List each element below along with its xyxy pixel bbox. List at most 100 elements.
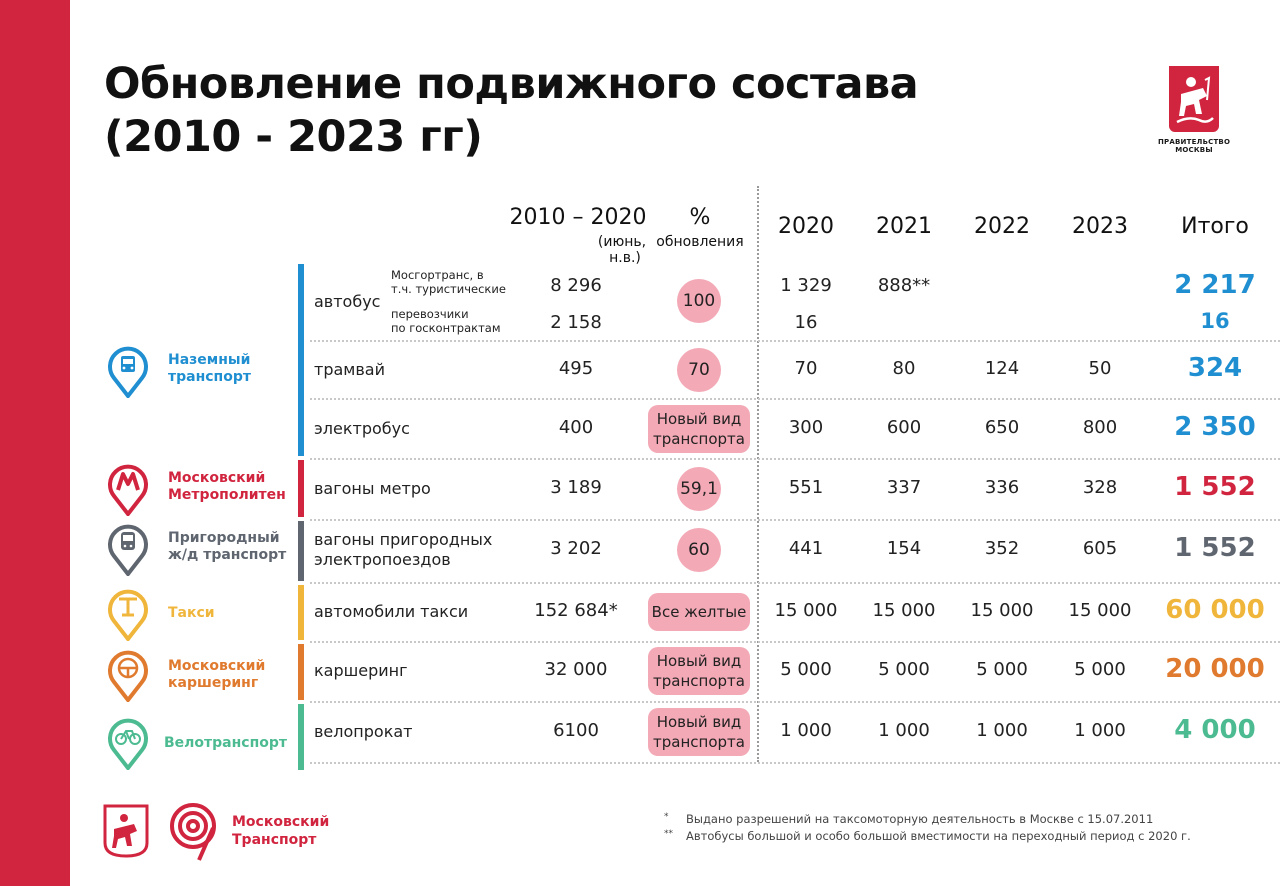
row-2023-value: 328 [1082,477,1118,498]
bike-pin-icon [108,718,148,770]
gov-logo-text: ПРАВИТЕЛЬСТВО МОСКВЫ [1158,138,1231,154]
row-2022-value: 336 [984,477,1020,498]
percent-badge: Новый вид транспорта [648,647,750,695]
left-accent-bar [0,0,70,886]
row-period-value: 152 684* [534,600,618,621]
row-divider [310,458,1280,460]
percent-badge: 60 [677,528,721,572]
moscow-government-logo: ПРАВИТЕЛЬСТВО МОСКВЫ [1158,66,1230,154]
row-period-value: 3 202 [550,538,602,559]
category-name-bike: Велотранспорт [164,735,288,751]
bus-r1-2020: 1 329 [780,275,832,296]
row-2021-value: 600 [886,417,922,438]
row-divider [310,519,1280,521]
row-label-bus: автобус [314,292,381,311]
category-bar-bike [298,704,304,770]
category-bar-ground [298,264,304,456]
row-2021-value: 5 000 [878,659,930,680]
title-line-2: (2010 - 2023 гг) [104,112,483,162]
moscow-transport-logo-icon [170,803,216,861]
row-2022-value: 352 [984,538,1020,559]
percent-badge: 70 [677,348,721,392]
percent-badge: 59,1 [677,467,721,511]
bus-r1-total: 2 217 [1174,270,1256,300]
header-period-sub2: н.в.) [609,250,641,266]
bus-r2-2020: 16 [794,312,818,333]
row-2020-value: 5 000 [780,659,832,680]
bus-r2-total: 16 [1200,309,1230,333]
row-total-value: 4 000 [1174,715,1256,745]
category-bar-carsharing [298,644,304,700]
row-label: велопрокат [314,722,413,741]
row-2020-value: 551 [788,477,824,498]
row-divider [310,701,1280,703]
header-2020: 2020 [778,214,834,239]
footnote-1: * Выдано разрешений на таксомоторную деят… [664,812,1154,826]
row-2022-value: 5 000 [976,659,1028,680]
coat-of-arms-icon [1169,66,1219,132]
row-period-value: 32 000 [544,659,608,680]
row-label: каршеринг [314,661,408,680]
row-2021-value: 154 [886,538,922,559]
category-name-taxi: Такси [168,605,215,621]
row-label: трамвай [314,360,385,379]
category-name-rail: Пригородный ж/д транспорт [168,530,287,563]
row-total-value: 1 552 [1174,533,1256,563]
row-2020-value: 441 [788,538,824,559]
header-2021: 2021 [876,214,932,239]
category-bar-rail [298,521,304,581]
row-2021-value: 1 000 [878,720,930,741]
category-bar-metro [298,460,304,517]
header-total: Итого [1181,214,1249,239]
row-2020-value: 70 [794,358,818,379]
row-2023-value: 50 [1088,358,1112,379]
train-pin-icon [108,524,148,576]
row-divider [310,398,1280,400]
header-2022: 2022 [974,214,1030,239]
row-divider [310,762,1280,764]
header-2023: 2023 [1072,214,1128,239]
row-period-value: 3 189 [550,477,602,498]
moscow-transport-brand: Московский Транспорт [232,814,330,848]
category-bar-taxi [298,585,304,640]
row-label: электробус [314,419,410,438]
row-divider [310,582,1280,584]
row-2023-value: 1 000 [1074,720,1126,741]
row-2021-value: 15 000 [872,600,936,621]
bus-r1-period: 8 296 [550,275,602,296]
bus-sub1-label: Мосгортранс, в т.ч. туристические [391,268,506,296]
row-total-value: 20 000 [1165,654,1265,684]
row-divider [310,340,1280,342]
row-total-value: 1 552 [1174,472,1256,502]
moscow-coat-of-arms-icon [103,804,149,858]
row-2020-value: 300 [788,417,824,438]
title-line-1: Обновление подвижного состава [104,59,919,109]
row-label: вагоны метро [314,479,431,498]
row-period-value: 6100 [553,720,599,741]
footnote-2: ** Автобусы большой и особо большой вмест… [664,829,1191,843]
header-percent-sub: обновления [656,234,744,250]
row-2022-value: 650 [984,417,1020,438]
row-2022-value: 15 000 [970,600,1034,621]
row-period-value: 400 [558,417,594,438]
header-period-sub: (июнь, [597,234,647,250]
row-2020-value: 1 000 [780,720,832,741]
percent-badge: Новый вид транспорта [648,708,750,756]
header-period: 2010 – 2020 [509,205,647,230]
row-2021-value: 80 [892,358,916,379]
page-title: Обновление подвижного состава (2010 - 20… [104,58,919,164]
metro-pin-icon [108,464,148,516]
category-name-metro: Московский Метрополитен [168,470,286,503]
row-period-value: 495 [558,358,594,379]
row-2023-value: 15 000 [1068,600,1132,621]
row-total-value: 324 [1187,353,1243,383]
row-2022-value: 124 [984,358,1020,379]
row-2023-value: 5 000 [1074,659,1126,680]
percent-badge: Все желтые [648,593,750,631]
row-label: автомобили такси [314,602,469,621]
row-total-value: 60 000 [1165,595,1265,625]
wheel-pin-icon [108,650,148,702]
row-2020-value: 15 000 [774,600,838,621]
category-name-carsharing: Московский каршеринг [168,658,266,691]
bus-r2-period: 2 158 [550,312,602,333]
